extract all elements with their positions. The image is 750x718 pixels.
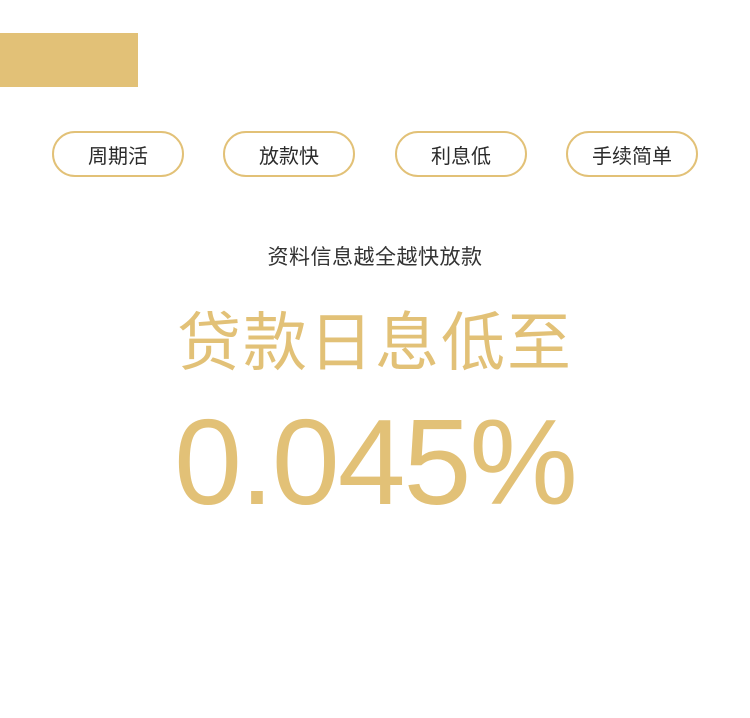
daily-interest-rate: 0.045% (174, 394, 578, 530)
tag-low-interest[interactable]: 利息低 (395, 131, 527, 177)
tag-simple-process[interactable]: 手续简单 (566, 131, 698, 177)
gold-accent-block (0, 33, 138, 87)
tag-fast-loan[interactable]: 放款快 (223, 131, 355, 177)
feature-tags: 周期活 放款快 利息低 手续简单 (0, 131, 750, 177)
promo-subtitle: 资料信息越全越快放款 (267, 245, 483, 269)
tag-flexible-term[interactable]: 周期活 (52, 131, 184, 177)
promo-headline: 贷款日息低至 (177, 307, 573, 381)
